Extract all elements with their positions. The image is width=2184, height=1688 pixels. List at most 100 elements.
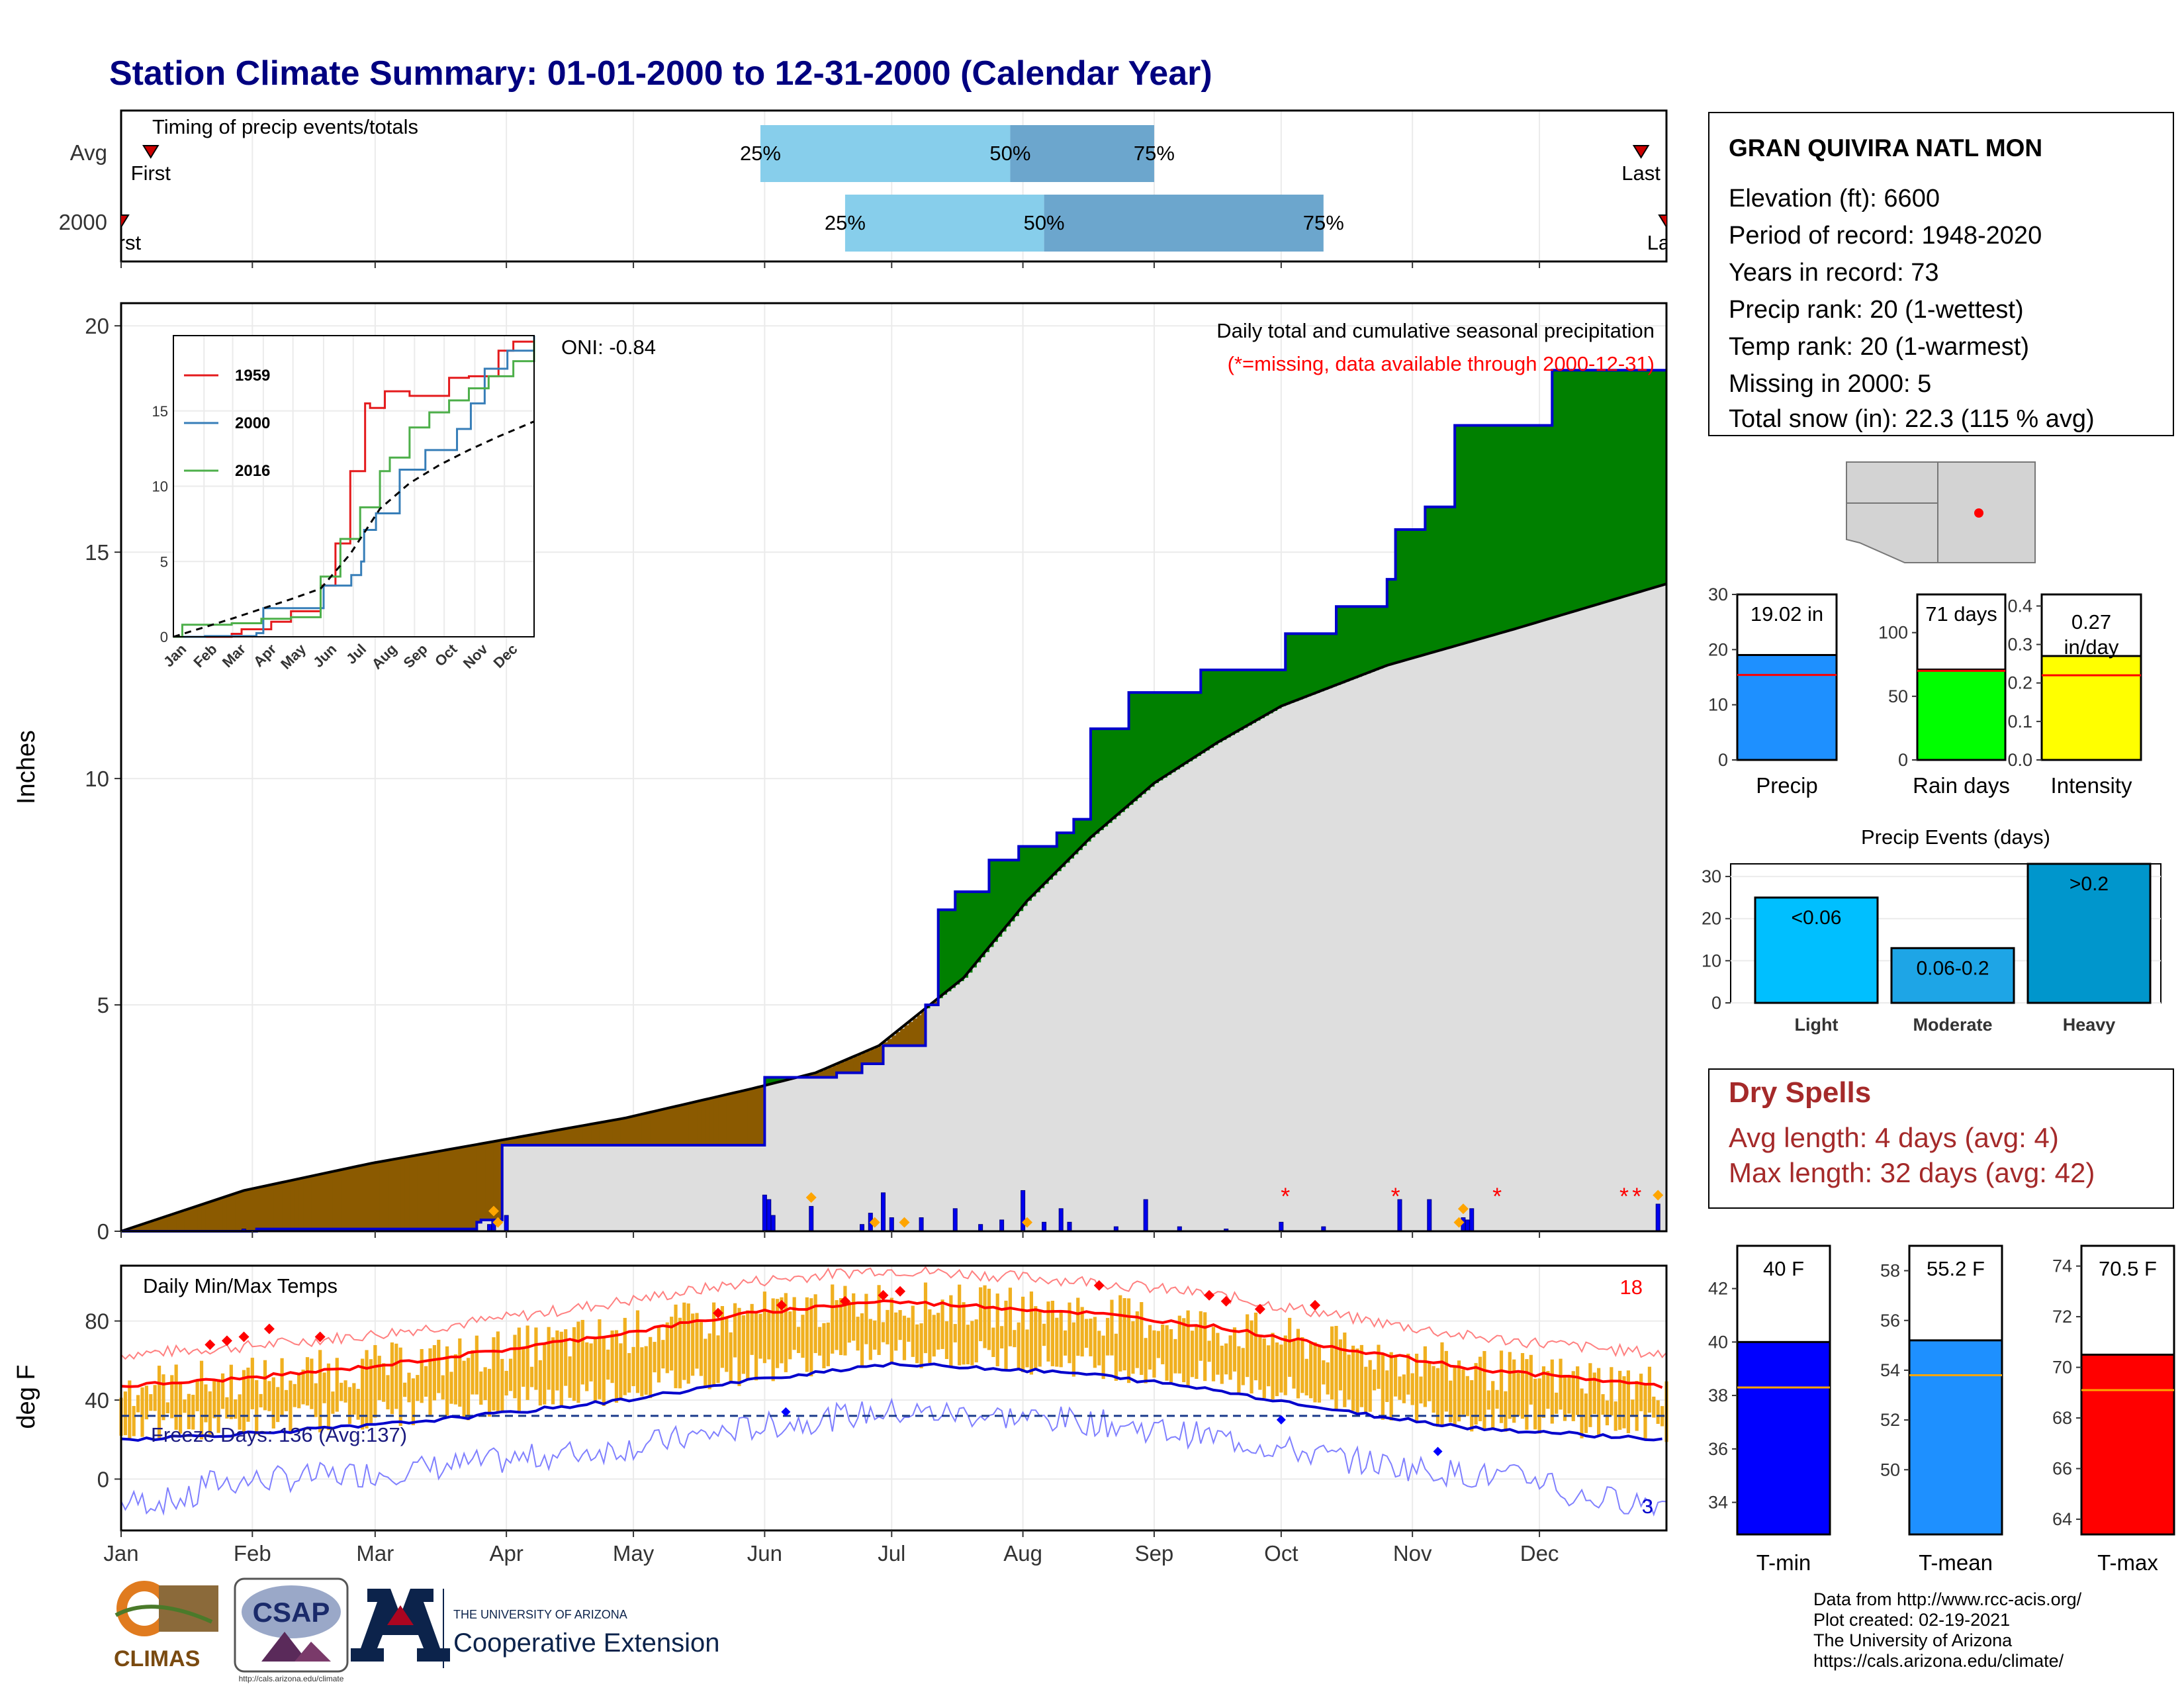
timing-bar-q50-q75: [1010, 125, 1154, 182]
month-axis-label: Sep: [1135, 1541, 1174, 1566]
record-high-marker: [1254, 1303, 1265, 1315]
precip-ytick-label: 10: [85, 767, 109, 791]
inset-month-label: Dec: [490, 641, 520, 671]
temp-bar-label: T-mean: [1919, 1550, 1993, 1575]
record-high-marker: [1204, 1289, 1215, 1301]
snow-day-marker: [1022, 1217, 1033, 1228]
temp-bar-ytick-label: 36: [1708, 1439, 1728, 1459]
month-axis-label: Jun: [747, 1541, 782, 1566]
precip-events-title: Precip Events (days): [1861, 825, 2050, 849]
station-name: GRAN QUIVIRA NATL MON: [1729, 134, 2042, 162]
inset-month-label: Jun: [310, 641, 340, 671]
temp-bar-label: T-min: [1756, 1550, 1811, 1575]
events-ytick-label: 0: [1711, 993, 1721, 1013]
timing-q75-label: 75%: [1303, 211, 1344, 234]
daily-precip-bar: [1469, 1208, 1475, 1232]
csap-logo: CSAP http://cals.arizona.edu/climate: [234, 1577, 349, 1683]
record-high-marker: [221, 1335, 232, 1346]
inset-month-label: Nov: [460, 640, 492, 672]
summary-ytick-label: 0.2: [2007, 673, 2032, 693]
timing-bar-q25-q50: [760, 125, 1011, 182]
daily-precip-bar: [952, 1208, 958, 1232]
precip-ylabel: Inches: [13, 730, 40, 804]
daily-precip-bar: [770, 1215, 776, 1232]
inset-month-label: Jul: [343, 641, 369, 667]
first-event-label: First: [131, 162, 171, 185]
precip-panel-subtitle: (*=missing, data available through 2000-…: [1228, 352, 1655, 375]
timing-q50-label: 50%: [989, 142, 1030, 165]
event-bar-light: [1754, 896, 1879, 1004]
freeze-days-label: Freeze Days: 136 (Avg:137): [151, 1423, 407, 1446]
event-category-label: Moderate: [1913, 1015, 1992, 1035]
temp-bar-ytick-label: 42: [1708, 1279, 1728, 1299]
daily-precip-bar: [809, 1205, 814, 1232]
last-event-marker: [1658, 214, 1666, 228]
inset-normal-line: [173, 420, 535, 638]
footer-logos: CLIMAS CSAP http://cals.arizona.edu/clim…: [114, 1577, 719, 1683]
daily-precip-bar: [1655, 1203, 1661, 1232]
temp-bar-ytick-label: 54: [1880, 1360, 1900, 1380]
inset-ytick-label: 0: [160, 629, 168, 645]
record-high-marker: [839, 1295, 850, 1307]
record-high-marker: [895, 1286, 906, 1297]
actual-cumulative-line: [121, 369, 1666, 1233]
event-bar-label: <0.06: [1792, 907, 1842, 929]
month-axis-label: Apr: [489, 1541, 523, 1566]
inset-ytick-label: 10: [152, 479, 168, 495]
timing-q50-label: 50%: [1024, 211, 1065, 234]
snow-day-marker: [1453, 1217, 1465, 1228]
inset-legend-label: 2016: [235, 462, 270, 480]
record-high-marker: [776, 1299, 787, 1311]
last-event-label: Last: [1647, 231, 1686, 254]
timing-row-label-2000: 2000: [59, 210, 107, 234]
timing-bar-q50-q75: [1044, 195, 1324, 252]
summary-bar-fill: [1916, 668, 2007, 761]
daily-precip-bar: [1279, 1221, 1284, 1232]
timing-q25-label: 25%: [825, 211, 866, 234]
temp-bar-ytick-label: 52: [1880, 1410, 1900, 1430]
summary-ytick-label: 0.3: [2007, 635, 2032, 655]
month-axis-label: Aug: [1003, 1541, 1042, 1566]
missing-day-marker: *: [1391, 1182, 1400, 1209]
avg-max-line: [120, 1299, 1663, 1389]
snow-day-marker: [1653, 1190, 1664, 1201]
footer-line-university: The University of Arizona: [1813, 1630, 2013, 1650]
ua-logo: THE UNIVERSITY OF ARIZONA Cooperative Ex…: [351, 1589, 719, 1668]
summary-ytick-label: 0.4: [2007, 596, 2032, 616]
temp-ytick-label: 80: [85, 1309, 109, 1334]
inset-month-label: Feb: [190, 641, 220, 671]
inset-month-label: Aug: [369, 641, 400, 673]
record-high-marker: [205, 1339, 216, 1350]
daily-precip-bar: [1042, 1221, 1047, 1232]
missing-day-marker: *: [1492, 1182, 1502, 1209]
csap-logo-url: http://cals.arizona.edu/climate: [239, 1674, 344, 1683]
inset-ytick-label: 15: [152, 403, 168, 420]
timing-bar-q25-q50: [844, 195, 1044, 252]
csap-logo-text: CSAP: [253, 1597, 330, 1628]
month-axis-label: Jul: [878, 1541, 905, 1566]
temp-bar-ytick-label: 58: [1880, 1261, 1900, 1281]
record-low-marker: [781, 1407, 791, 1417]
daily-precip-bar: [1465, 1219, 1470, 1232]
summary-bar-intensity: 0.0 0.1 0.2 0.3 0.4 0.27 in/day Intensity: [2007, 593, 2142, 798]
daily-precip-bar: [881, 1192, 886, 1232]
inset-legend-label: 2000: [235, 414, 270, 432]
month-axis-label: Oct: [1264, 1541, 1298, 1566]
station-line-snow: Total snow (in): 22.3 (115 % avg): [1729, 405, 2095, 433]
record-high-marker: [713, 1307, 724, 1319]
inset-series-2000: [173, 336, 535, 638]
summary-bar-fill: [2040, 655, 2142, 761]
timing-q25-label: 25%: [740, 142, 781, 165]
climas-logo: CLIMAS: [114, 1581, 218, 1671]
temp-bar-t-min: 34 36 38 40 42 40 F T-min: [1708, 1244, 1831, 1575]
daily-precip-bar: [504, 1215, 509, 1232]
summary-ytick-label: 0.0: [2007, 750, 2032, 770]
daily-precip-bar: [766, 1199, 772, 1232]
hot-days-count: 18: [1620, 1276, 1643, 1299]
first-event-marker: [121, 214, 130, 228]
daily-precip-bar: [999, 1219, 1005, 1232]
missing-day-marker: *: [1619, 1182, 1629, 1209]
dry-spells-box: Dry Spells Avg length: 4 days (avg: 4) M…: [1708, 1068, 2174, 1209]
